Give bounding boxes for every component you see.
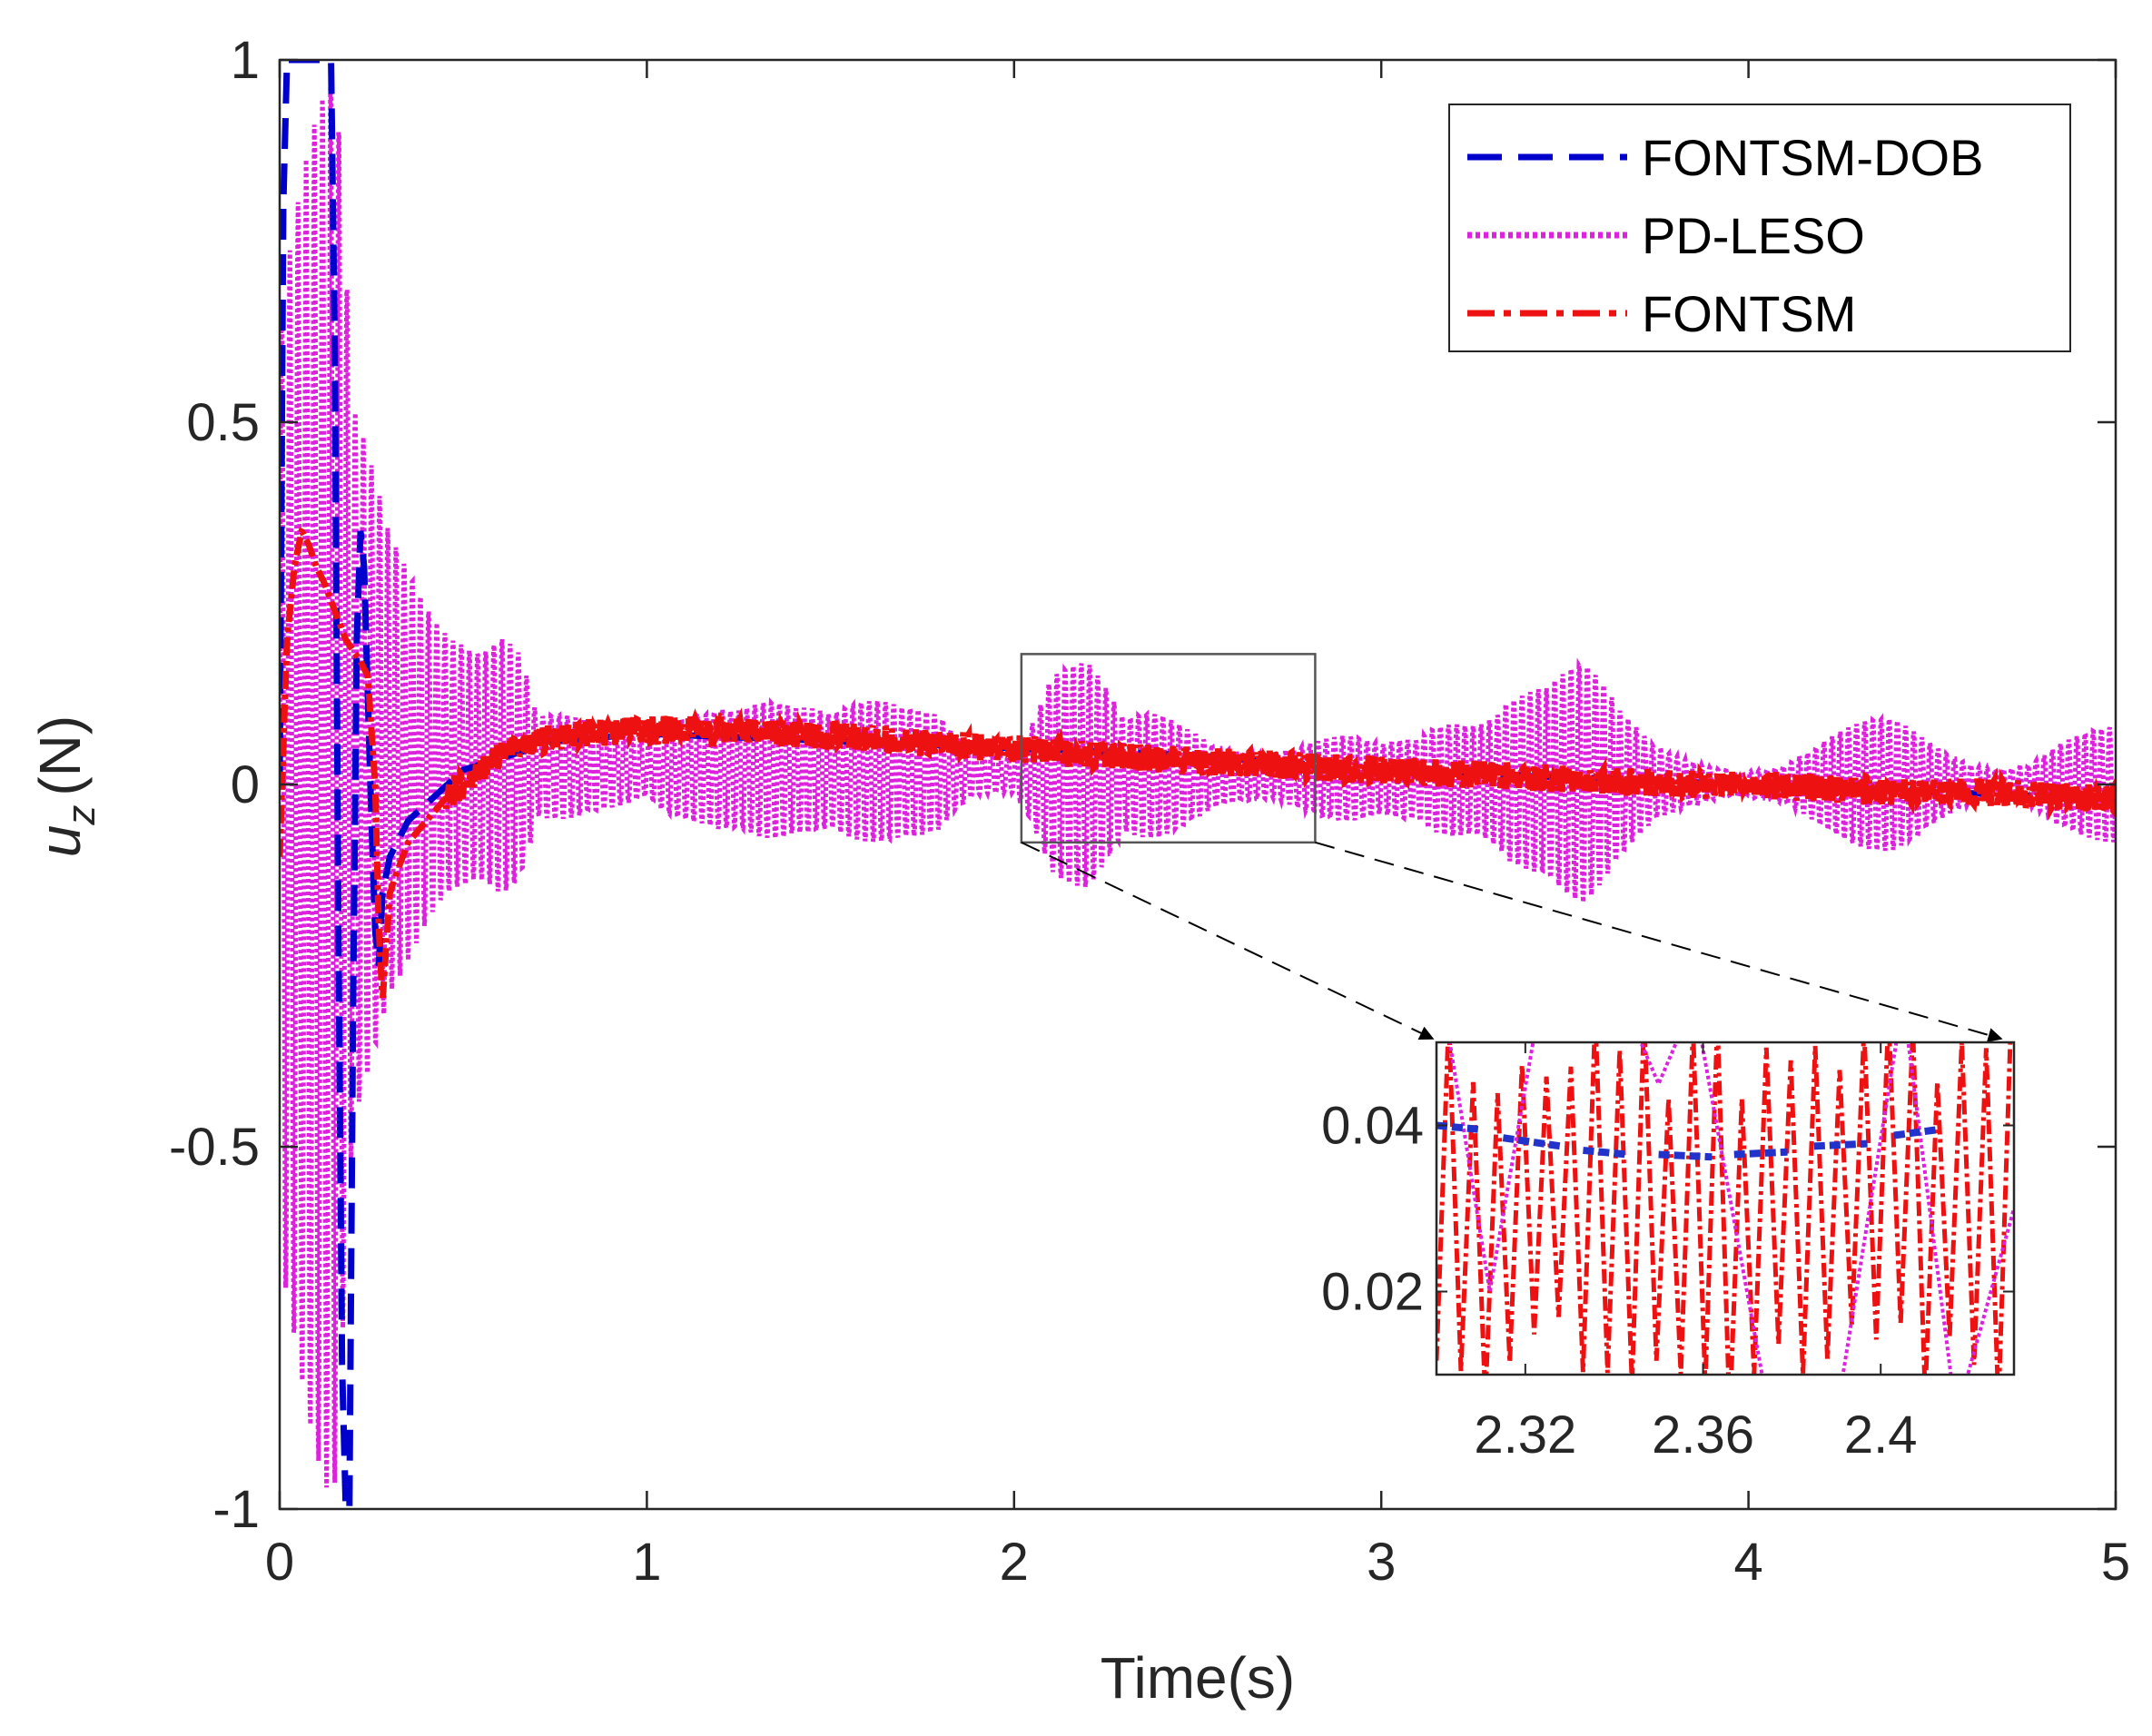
legend: FONTSM-DOB PD-LESO FONTSM (1448, 104, 2071, 352)
inset-series-fontsm (1436, 1042, 2013, 1375)
inset-series-pd-leso (1447, 1042, 2014, 1375)
inset-x-tick-label: 2.32 (1474, 1406, 1576, 1465)
inset-series-fontsm-dob (1502, 1134, 1562, 1150)
legend-label-fontsm: FONTSM (1642, 285, 1856, 342)
zoom-indicator (1020, 653, 2003, 1042)
x-tick-label: 2 (1000, 1533, 1029, 1592)
inset-series-fontsm-dob (1733, 1148, 1788, 1159)
x-tick-label: 5 (2101, 1533, 2130, 1592)
zoom-arrow-right (1315, 841, 2003, 1042)
x-tick-label: 3 (1367, 1533, 1396, 1592)
legend-label-pd-leso: PD-LESO (1642, 207, 1865, 264)
y-tick-label: 1 (231, 31, 260, 90)
legend-label-fontsm-dob: FONTSM-DOB (1642, 129, 1983, 186)
zoom-arrow-left (1021, 841, 1435, 1041)
main-axis-ticks: 0 1 2 3 4 5 -1 -0.5 0 0.5 1 (169, 31, 2130, 1592)
series-fontsm (280, 527, 2116, 999)
inset-series-fontsm-dob (1813, 1139, 1868, 1150)
legend-box (1448, 104, 2071, 352)
inset-axis-ticks: 2.32 2.36 2.4 0.02 0.04 (1321, 1042, 2014, 1465)
y-tick-label: 0.5 (186, 393, 260, 452)
zoom-box (1020, 653, 1317, 844)
x-tick-label: 1 (632, 1533, 661, 1592)
inset-series-fontsm-dob (1658, 1150, 1713, 1161)
inset-series-fontsm-dob (1893, 1126, 1940, 1139)
inset-x-tick-label: 2.4 (1844, 1406, 1918, 1465)
x-tick-label: 0 (265, 1533, 294, 1592)
inset-frame (1435, 1041, 2016, 1376)
inset-plot: 2.32 2.36 2.4 0.02 0.04 (1321, 1041, 2016, 1465)
y-tick-label: 0 (231, 755, 260, 814)
y-tick-label: -1 (212, 1480, 260, 1539)
y-axis-title: uz(N) (27, 715, 104, 857)
inset-y-tick-label: 0.02 (1321, 1263, 1424, 1322)
x-tick-label: 4 (1733, 1533, 1762, 1592)
inset-background (1436, 1042, 2014, 1375)
inset-series (1436, 1042, 2014, 1375)
main-plot-series (280, 60, 2116, 1509)
inset-x-tick-label: 2.36 (1652, 1406, 1754, 1465)
x-axis-title: Time(s) (1101, 1645, 1295, 1711)
y-tick-label: -0.5 (169, 1118, 260, 1177)
inset-y-tick-label: 0.04 (1321, 1097, 1424, 1156)
inset-series-fontsm-dob (1583, 1146, 1628, 1159)
